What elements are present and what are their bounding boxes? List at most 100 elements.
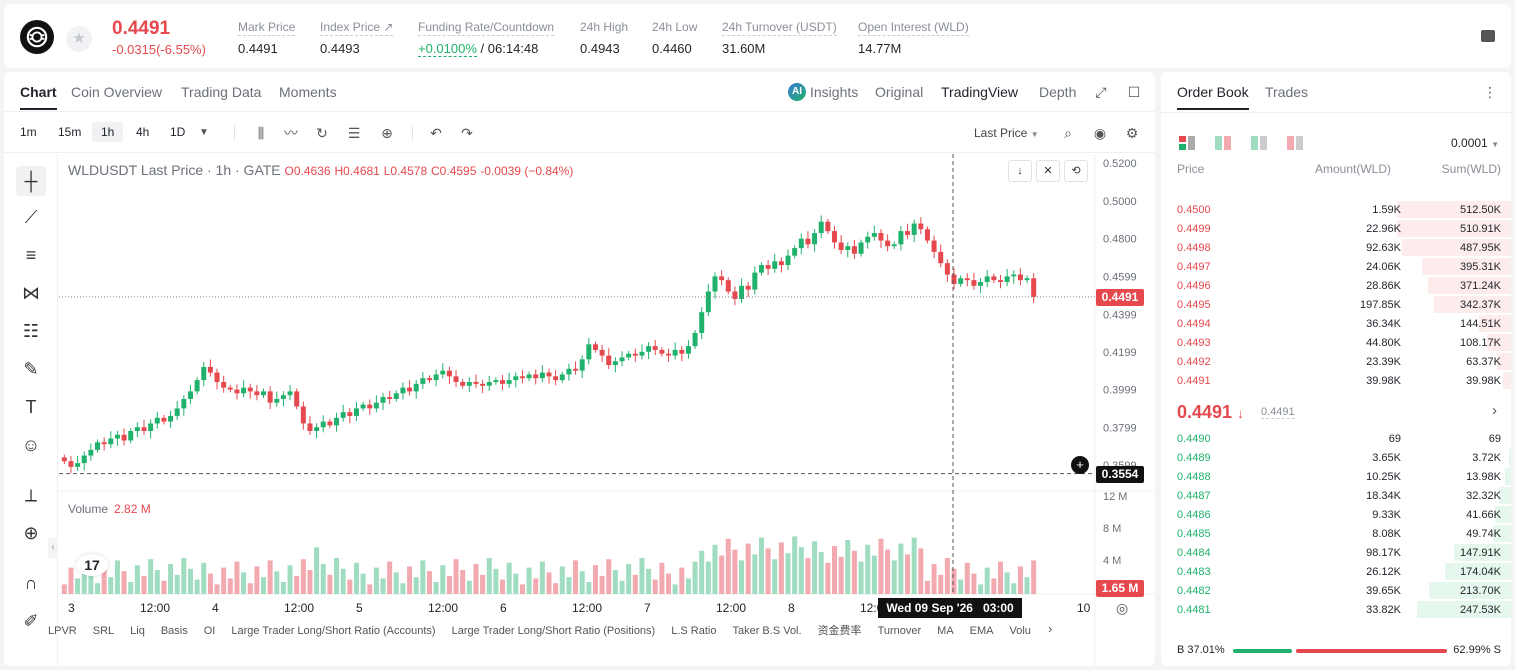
ask-row[interactable]: 0.4498 92.63K 487.95K [1161, 238, 1511, 257]
indicator-item[interactable]: LPVR [48, 625, 77, 637]
indicators-icon[interactable]: 〰 [284, 125, 298, 141]
view-asks-icon[interactable] [1287, 136, 1303, 150]
pattern-icon[interactable]: ⋈ [22, 283, 40, 303]
ruler-icon[interactable]: ⟂ [24, 485, 37, 505]
emoji-icon[interactable]: ☺ [21, 435, 41, 455]
indicator-item[interactable]: Taker B.S Vol. [732, 625, 802, 637]
funding-rate-value[interactable]: +0.0100% [418, 41, 477, 57]
reset-chart-icon[interactable]: ⟲ [1064, 160, 1088, 182]
interval-4h[interactable]: 4h [136, 125, 150, 139]
price-chart[interactable]: 0.5200 0.5000 0.4800 0.4599 0.4399 0.4199 0.39… [59, 154, 1155, 666]
interval-1h[interactable]: 1h [92, 122, 124, 142]
bid-row[interactable]: 0.4485 8.08K 49.74K [1161, 524, 1511, 543]
tab-moments[interactable]: Moments [279, 84, 337, 100]
bid-row[interactable]: 0.4483 26.12K 174.04K [1161, 562, 1511, 581]
view-split-icon[interactable] [1215, 136, 1231, 150]
more-options-icon[interactable]: ⋮ [1483, 84, 1497, 100]
zoom-in-icon[interactable]: ⊕ [23, 523, 39, 543]
indicator-item[interactable]: L.S Ratio [671, 625, 717, 637]
tradingview-logo[interactable]: 17 [76, 554, 108, 576]
gear-icon[interactable]: ⚙ [1125, 125, 1139, 141]
tab-chart[interactable]: Chart [20, 84, 57, 110]
tab-order-book[interactable]: Order Book [1177, 84, 1249, 110]
interval-1d[interactable]: 1D [170, 125, 186, 139]
candle-body [134, 427, 140, 432]
stat-index-price[interactable]: Index Price ↗ 0.4493 [320, 20, 394, 56]
bid-row[interactable]: 0.4481 33.82K 247.53K [1161, 600, 1511, 619]
collapse-icon[interactable]: ✕ [1036, 160, 1060, 182]
bid-row[interactable]: 0.4484 98.17K 147.91K [1161, 543, 1511, 562]
ask-row[interactable]: 0.4495 197.85K 342.37K [1161, 295, 1511, 314]
indicator-item[interactable]: Large Trader Long/Short Ratio (Positions… [451, 625, 656, 637]
ask-row[interactable]: 0.4499 22.96K 510.91K [1161, 219, 1511, 238]
view-depth[interactable]: Depth [1039, 84, 1077, 100]
camera-icon[interactable]: ◉ [1093, 125, 1107, 141]
view-insights[interactable]: Insights [810, 84, 859, 100]
bid-row[interactable]: 0.4490 69 69 [1161, 429, 1511, 448]
legend-open: O0.4636 [284, 164, 331, 178]
indicator-item[interactable]: Large Trader Long/Short Ratio (Accounts) [231, 625, 436, 637]
ask-row[interactable]: 0.4491 39.98K 39.98K [1161, 371, 1511, 390]
bid-row[interactable]: 0.4482 39.65K 213.70K [1161, 581, 1511, 600]
add-alert-icon[interactable]: ⊕ [381, 125, 393, 141]
axis-settings-icon[interactable]: ◎ [1116, 600, 1129, 616]
favorite-star-icon[interactable]: ★ [66, 26, 92, 52]
collapse-toolbar-icon[interactable]: ‹ [48, 538, 58, 558]
bid-row[interactable]: 0.4488 10.25K 13.98K [1161, 467, 1511, 486]
bid-row[interactable]: 0.4489 3.65K 3.72K [1161, 448, 1511, 467]
replay-icon[interactable]: ↻ [316, 125, 328, 141]
view-bids-icon[interactable] [1251, 136, 1267, 150]
volume-bar [334, 558, 340, 594]
ask-row[interactable]: 0.4500 1.59K 512.50K [1161, 200, 1511, 219]
interval-dropdown-icon[interactable]: ▼ [199, 127, 209, 138]
book-icon[interactable] [1481, 30, 1495, 42]
ask-row[interactable]: 0.4497 24.06K 395.31K [1161, 257, 1511, 276]
interval-1m[interactable]: 1m [20, 125, 37, 139]
add-order-icon[interactable]: + [1071, 456, 1089, 474]
indicator-item[interactable]: 资金费率 [817, 625, 862, 637]
window-icon[interactable]: ☐ [1127, 84, 1141, 100]
bid-row[interactable]: 0.4486 9.33K 41.66K [1161, 505, 1511, 524]
ask-row[interactable]: 0.4494 36.34K 144.51K [1161, 314, 1511, 333]
lock-draw-icon[interactable]: ✐ [23, 611, 39, 631]
tab-trading-data[interactable]: Trading Data [181, 84, 262, 100]
fib-icon[interactable]: ☷ [22, 321, 40, 341]
tab-trades[interactable]: Trades [1265, 84, 1309, 100]
indicator-item[interactable]: Turnover [877, 625, 922, 637]
interval-15m[interactable]: 15m [58, 125, 82, 139]
more-indicators-icon[interactable]: › [1048, 621, 1053, 636]
indicator-item[interactable]: SRL [92, 625, 115, 637]
bid-row[interactable]: 0.4487 18.34K 32.32K [1161, 486, 1511, 505]
indicator-item[interactable]: Basis [160, 625, 188, 637]
indicator-item[interactable]: OI [203, 625, 216, 637]
undo-icon[interactable]: ↶ [430, 125, 442, 141]
price-source-select[interactable]: Last Price ▼ [974, 126, 1039, 140]
candles-icon[interactable]: ⫼ [257, 125, 265, 141]
scroll-down-icon[interactable]: ↓ [1008, 160, 1032, 182]
view-tradingview[interactable]: TradingView [941, 84, 1019, 100]
search-icon[interactable]: ⌕ [1064, 125, 1072, 141]
text-tool-icon[interactable]: T [25, 397, 37, 417]
mid-price[interactable]: 0.4491 ↓ [1177, 402, 1244, 422]
ask-row[interactable]: 0.4492 23.39K 63.37K [1161, 352, 1511, 371]
insights-icon[interactable]: AI [788, 83, 806, 101]
tab-coin-overview[interactable]: Coin Overview [71, 84, 163, 100]
view-both-icon[interactable] [1179, 136, 1195, 150]
horizontal-lines-icon[interactable]: ≡ [25, 245, 37, 265]
view-original[interactable]: Original [875, 84, 924, 100]
indicator-item[interactable]: Liq [130, 625, 145, 637]
brush-icon[interactable]: ✎ [23, 359, 39, 379]
magnet-icon[interactable]: ∩ [24, 573, 38, 593]
trendline-icon[interactable]: ⟋ [24, 207, 38, 227]
template-icon[interactable]: ☰ [347, 125, 361, 141]
expand-icon[interactable]: ⤢ [1095, 84, 1107, 100]
ask-row[interactable]: 0.4496 28.86K 371.24K [1161, 276, 1511, 295]
indicator-item[interactable]: MA [937, 625, 954, 637]
crosshair-icon[interactable]: ┼ [16, 166, 46, 196]
redo-icon[interactable]: ↷ [461, 125, 473, 141]
indicator-item[interactable]: EMA [969, 625, 994, 637]
ask-row[interactable]: 0.4493 44.80K 108.17K [1161, 333, 1511, 352]
indicator-item[interactable]: Volu [1009, 625, 1031, 637]
chevron-right-icon[interactable]: › [1492, 402, 1497, 419]
precision-select[interactable]: 0.0001 ▼ [1451, 136, 1499, 150]
